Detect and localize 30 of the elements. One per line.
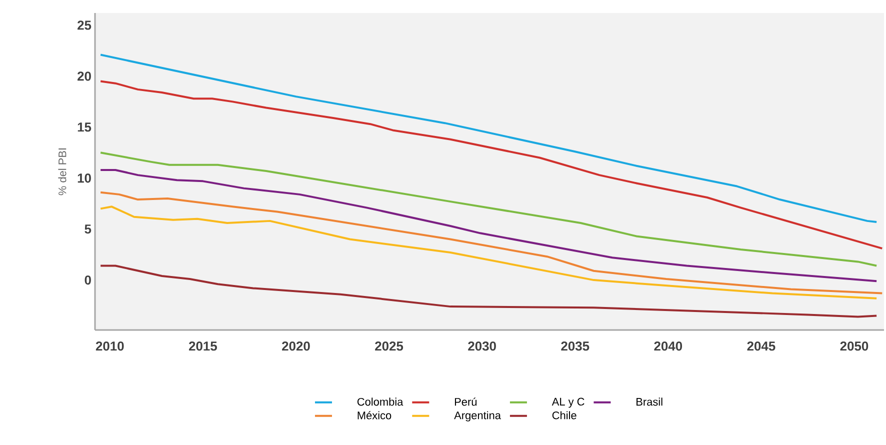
line-series — [100, 264, 878, 318]
legend-label: Brasil — [636, 398, 662, 406]
y-tick-label: 20 — [78, 72, 91, 81]
x-tick-label: 2045 — [747, 341, 776, 351]
line-series — [100, 80, 884, 250]
y-axis-title: % del PBI — [58, 148, 66, 196]
y-tick-label: 5 — [84, 224, 92, 234]
x-tick-label: 2050 — [840, 341, 868, 351]
x-tick-label: 2015 — [188, 341, 217, 351]
line-series — [100, 168, 878, 282]
y-tick-label: 25 — [78, 20, 92, 30]
y-tick-label: 0 — [84, 275, 91, 285]
x-tick-label: 2020 — [282, 341, 310, 351]
legend-label: AL y C — [552, 398, 584, 408]
x-tick-label: 2010 — [96, 341, 124, 351]
x-tick-label: 2040 — [654, 341, 682, 351]
y-tick-label: 10 — [78, 174, 91, 183]
line-series — [100, 54, 878, 223]
legend-label: México — [358, 411, 392, 420]
legend-label: Perú — [454, 398, 477, 406]
legend-label: Chile — [552, 411, 576, 420]
legend-label: Colombia — [357, 398, 404, 406]
line-series — [100, 206, 878, 300]
x-tick-label: 2035 — [561, 341, 590, 351]
line-series — [100, 191, 884, 294]
legend-label: Argentina — [454, 411, 501, 422]
x-tick-label: 2030 — [468, 341, 496, 351]
x-tick-label: 2025 — [375, 341, 404, 351]
line-series — [100, 152, 878, 267]
y-tick-label: 15 — [78, 122, 92, 132]
